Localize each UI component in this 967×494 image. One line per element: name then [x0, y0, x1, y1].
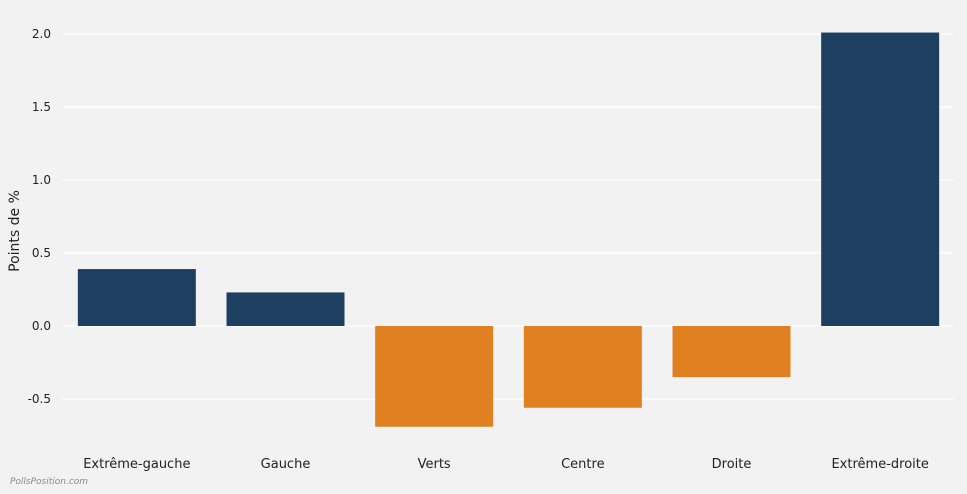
x-tick-label: Droite — [712, 457, 752, 472]
x-tick-label: Extrême-droite — [831, 457, 928, 472]
x-tick-label: Centre — [561, 457, 604, 472]
x-tick-label: Extrême-gauche — [83, 457, 190, 472]
bar — [77, 269, 196, 326]
bars — [77, 32, 940, 427]
y-tick-label: 0.0 — [32, 319, 51, 333]
x-tick-label: Gauche — [261, 457, 311, 472]
x-tick-labels: Extrême-gauche Gauche Verts Centre Droite Ext… — [83, 457, 929, 472]
bar — [226, 292, 345, 326]
watermark: PollsPosition.com — [10, 477, 89, 487]
y-tick-labels: -0.5 0.0 0.5 1.0 1.5 2.0 — [28, 27, 51, 406]
y-tick-label: -0.5 — [28, 392, 51, 406]
bar — [375, 326, 494, 427]
y-tick-label: 0.5 — [32, 246, 51, 260]
y-tick-label: 1.0 — [32, 173, 51, 187]
y-axis-label: Points de % — [7, 190, 23, 272]
y-tick-label: 2.0 — [32, 27, 51, 41]
bar — [672, 326, 791, 378]
bar — [821, 32, 940, 326]
grid-lines — [62, 33, 954, 400]
y-tick-label: 1.5 — [32, 100, 51, 114]
x-tick-label: Verts — [418, 457, 451, 472]
bar — [523, 326, 642, 408]
